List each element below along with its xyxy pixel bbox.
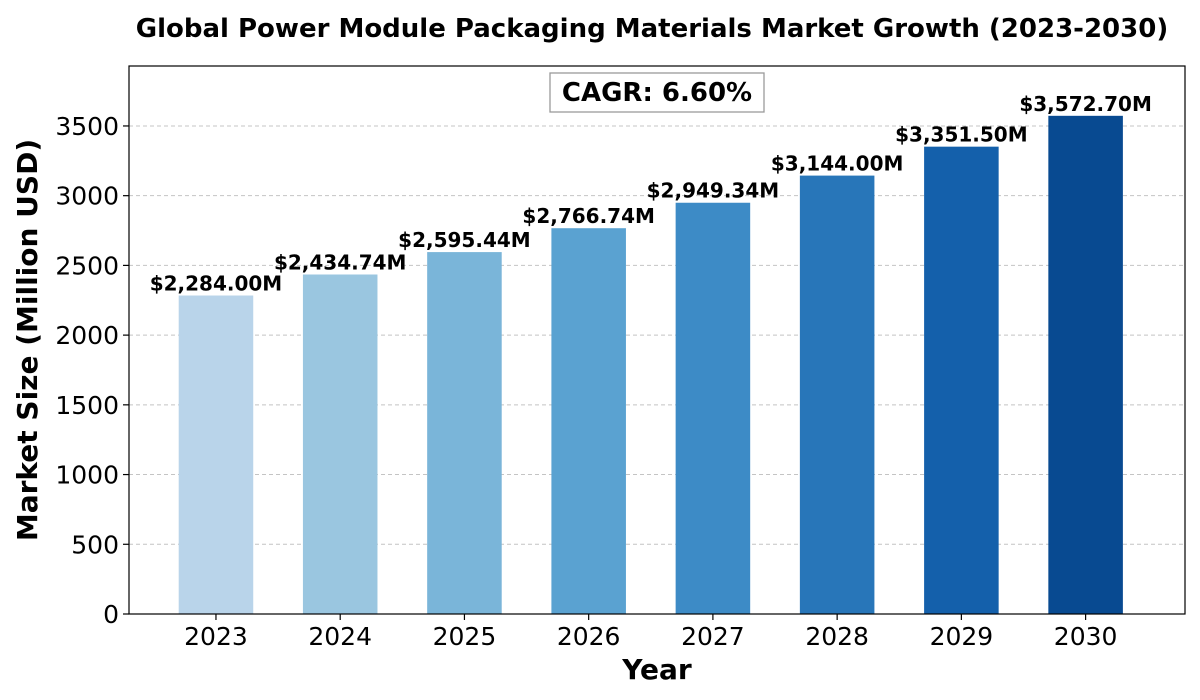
cagr-box [549,72,765,113]
x-tick-label: 2030 [1054,622,1118,651]
y-axis-label: Market Size (Million USD) [11,139,44,541]
data-label-2028: $3,144.00M [771,152,904,176]
bar-2028 [799,175,875,614]
data-label-2029: $3,351.50M [895,123,1028,147]
x-tick-label: 2029 [930,622,994,651]
y-tick-label: 3500 [55,112,119,141]
y-tick-label: 2500 [55,251,119,280]
y-tick-label: 2000 [55,321,119,350]
bar-2025 [427,252,502,615]
x-axis-label: Year [621,653,692,686]
y-tick-label: 1500 [55,391,119,420]
cagr-annotation: CAGR: 6.60% [549,72,765,113]
data-label-2025: $2,595.44M [398,228,531,252]
plot-frame [128,65,1186,615]
x-tick-label: 2023 [184,622,248,651]
bar-2027 [675,202,751,615]
x-tick-label: 2026 [557,622,621,651]
bar-2030 [1048,115,1123,614]
x-tick-label: 2027 [681,622,745,651]
x-tick-label: 2025 [433,622,497,651]
y-tick-label: 500 [71,530,119,559]
bar-2023 [178,295,254,614]
data-labels: $2,284.00M$2,434.74M$2,595.44M$2,766.74M… [150,92,1152,296]
bar-2024 [302,274,378,614]
data-label-2026: $2,766.74M [522,204,655,228]
y-tick-label: 0 [103,600,119,629]
data-label-2027: $2,949.34M [647,179,780,203]
x-tick-label: 2024 [308,622,372,651]
cagr-text: CAGR: 6.60% [562,78,752,108]
bar-2026 [551,228,626,615]
bars [178,115,1123,615]
y-axis-ticks: 0 500 1000 1500 2000 2500 3000 3500 [55,112,129,629]
data-label-2024: $2,434.74M [274,250,407,274]
data-label-2030: $3,572.70M [1019,92,1152,116]
chart-title: Global Power Module Packaging Materials … [136,14,1168,44]
y-tick-label: 1000 [55,461,119,490]
x-tick-label: 2028 [805,622,869,651]
y-tick-label: 3000 [55,182,119,211]
data-label-2023: $2,284.00M [150,272,283,296]
bar-2029 [924,146,999,615]
x-axis-ticks: 2023 2024 2025 2026 2027 2028 2029 2030 [184,614,1117,651]
